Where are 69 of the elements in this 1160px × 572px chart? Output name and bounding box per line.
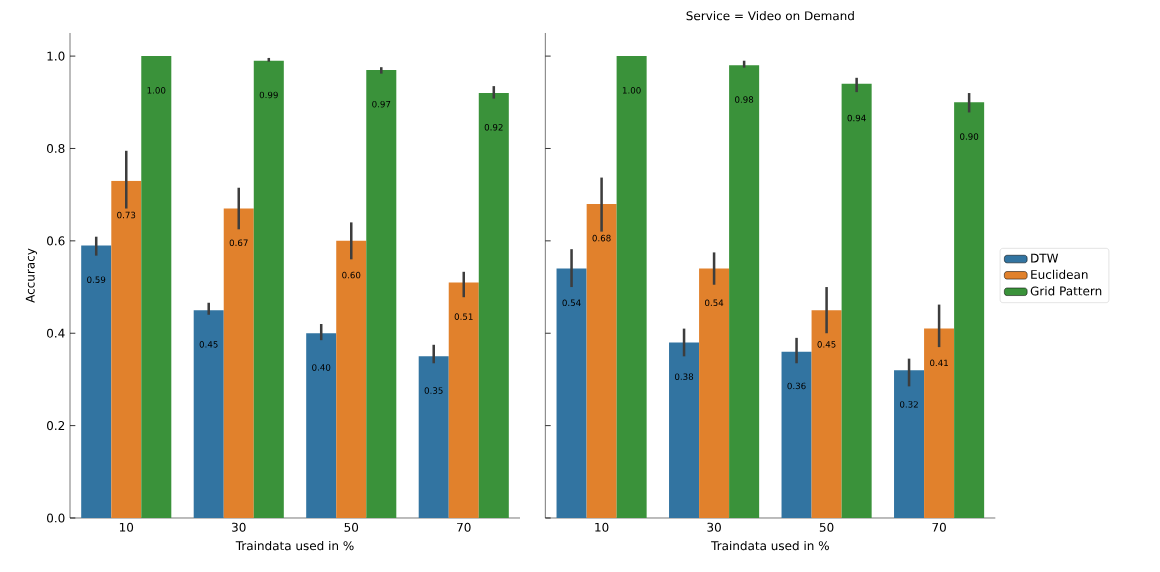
bar [924,328,955,518]
x-tick-label: 10 [595,522,609,532]
bar [556,268,587,518]
y-tick-label: 0.0 [47,513,65,523]
bar [81,245,112,518]
bar [306,333,337,518]
x-tick-label: 50 [819,522,834,532]
bar [223,208,254,518]
data-label: 0.67 [229,239,248,247]
data-label: 0.35 [424,387,443,394]
x-tick-label: 70 [457,522,471,532]
data-label: 0.41 [930,359,948,367]
legend-label: Euclidean [1031,269,1088,280]
bar [141,56,172,518]
data-label: 0.97 [372,100,391,108]
data-label: 0.40 [312,364,331,371]
data-label: 0.45 [817,341,836,348]
data-label: 0.92 [484,123,503,131]
y-tick-label: 0.8 [47,143,65,154]
data-label: 0.59 [87,276,106,283]
legend-label: DTW [1031,253,1059,263]
chart-title: Service = Video on Demand [686,11,854,21]
data-label: 0.90 [960,133,979,140]
bar [841,83,872,518]
bar [669,342,700,518]
x-tick-label: 50 [344,522,359,532]
data-label: 0.32 [899,401,918,408]
bar [478,93,509,518]
x-tick-label: 30 [707,522,721,532]
data-label: 0.68 [592,234,611,242]
data-label: 0.60 [342,271,361,279]
data-label: 0.45 [199,341,218,348]
data-label: 0.73 [117,211,136,219]
bar [418,356,449,518]
bar [954,102,985,518]
y-tick-label: 0.4 [47,328,65,338]
x-axis-title: Traindata used in % [711,540,829,551]
y-tick-label: 0.2 [47,421,65,431]
data-label: 0.99 [259,91,278,99]
bar [586,203,617,518]
legend-label: Grid Pattern [1030,286,1102,296]
bar [699,268,730,518]
data-label: 0.54 [562,299,581,307]
data-label: 0.94 [847,114,866,122]
data-label: 0.51 [454,313,473,320]
bar [336,240,367,518]
y-axis-title: Accuracy [25,248,38,303]
data-label: 1.00 [147,87,166,94]
data-label: 0.36 [787,382,806,390]
data-label: 0.54 [705,299,724,307]
bar [366,69,397,518]
data-label: 1.00 [622,87,641,94]
bar [811,310,842,518]
x-tick-label: 30 [232,522,246,532]
x-axis-title: Traindata used in % [235,540,354,551]
bar [111,180,142,518]
x-tick-label: 10 [119,522,134,532]
bar [253,60,284,518]
bar [448,282,479,518]
bar [729,65,760,518]
bar [894,370,925,518]
data-label: 0.38 [674,373,694,380]
bar [193,310,224,518]
x-tick-label: 70 [932,522,946,532]
data-label: 0.98 [735,96,754,103]
bar [781,351,812,518]
y-tick-label: 0.6 [47,236,65,246]
y-tick-label: 1.0 [47,51,65,61]
bar [616,56,647,518]
